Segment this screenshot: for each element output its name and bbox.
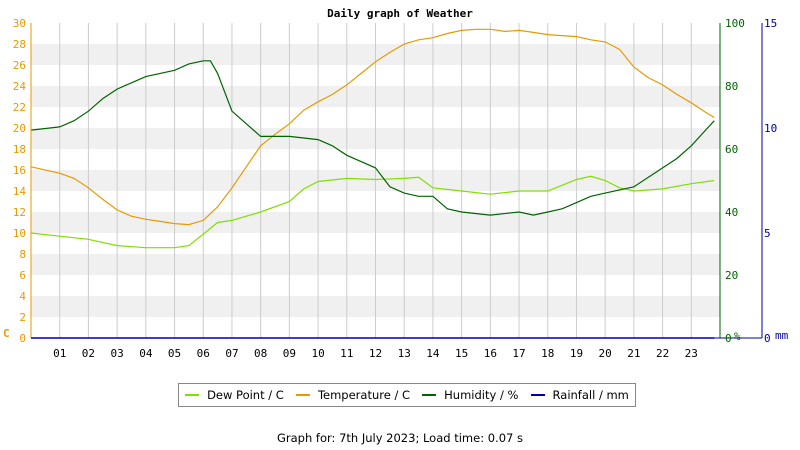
legend-label: Humidity / % <box>444 388 519 402</box>
humidity-tick-label: 20 <box>725 269 738 282</box>
series-line-dew <box>30 175 715 249</box>
rainfall-tick-label: 0 <box>764 332 771 345</box>
x-tick-label: 05 <box>168 347 181 360</box>
temperature-tick-label: 4 <box>19 290 26 303</box>
x-tick-label: 10 <box>311 347 324 360</box>
temperature-tick-label: 6 <box>19 269 26 282</box>
legend-swatch <box>295 394 310 396</box>
x-tick-label: 04 <box>139 347 153 360</box>
rainfall-tick-label: 10 <box>764 122 777 135</box>
x-tick-label: 06 <box>197 347 210 360</box>
x-tick-label: 20 <box>599 347 612 360</box>
vertical-gridlines <box>59 23 692 338</box>
legend-label: Rainfall / mm <box>552 388 629 402</box>
x-tick-label: 09 <box>283 347 296 360</box>
humidity-tick-label: 40 <box>725 206 738 219</box>
x-tick-label: 14 <box>426 347 440 360</box>
x-tick-label: 22 <box>656 347 669 360</box>
temperature-tick-label: 8 <box>19 248 26 261</box>
chart-legend: Dew Point / C Temperature / C Humidity / %… <box>178 383 636 407</box>
temperature-tick-label: 12 <box>13 206 26 219</box>
x-tick-label: 18 <box>541 347 554 360</box>
temperature-tick-label: 24 <box>13 80 27 93</box>
axes <box>30 23 763 339</box>
legend-swatch <box>185 394 200 396</box>
x-tick-label: 02 <box>82 347 95 360</box>
series-line-humidity <box>30 60 715 216</box>
legend-label: Temperature / C <box>317 388 411 402</box>
temperature-tick-label: 16 <box>13 164 26 177</box>
rainfall-unit-label: mm <box>775 329 789 342</box>
legend-item: Temperature / C <box>295 388 411 402</box>
humidity-tick-label: 60 <box>725 143 738 156</box>
temperature-tick-label: 14 <box>13 185 27 198</box>
x-tick-label: 08 <box>254 347 267 360</box>
temperature-tick-label: 10 <box>13 227 26 240</box>
temperature-tick-label: 18 <box>13 143 26 156</box>
series-line-temperature <box>30 28 715 226</box>
temperature-tick-label: 30 <box>13 17 26 30</box>
legend-swatch <box>422 394 437 396</box>
temperature-tick-label: 22 <box>13 101 26 114</box>
x-tick-label: 15 <box>455 347 468 360</box>
rainfall-tick-label: 5 <box>764 227 771 240</box>
temperature-tick-label: 2 <box>19 311 26 324</box>
x-tick-label: 23 <box>685 347 698 360</box>
temperature-tick-label: 26 <box>13 59 26 72</box>
tick-labels: 01 02 03 04 05 06 07 08 09 10 11 12 13 14 15 16 17 18 19 20… <box>13 17 778 360</box>
legend-item: Rainfall / mm <box>530 388 629 402</box>
x-tick-label: 16 <box>484 347 497 360</box>
temperature-tick-label: 28 <box>13 38 26 51</box>
x-tick-label: 19 <box>570 347 583 360</box>
x-tick-label: 12 <box>369 347 382 360</box>
x-tick-label: 17 <box>512 347 525 360</box>
x-tick-label: 07 <box>225 347 238 360</box>
temperature-tick-label: 0 <box>19 332 26 345</box>
temperature-unit-label: C <box>3 327 10 340</box>
legend-swatch <box>530 394 545 396</box>
humidity-tick-label: 100 <box>725 17 745 30</box>
humidity-tick-label: 80 <box>725 80 738 93</box>
x-tick-label: 11 <box>340 347 353 360</box>
x-tick-label: 01 <box>53 347 66 360</box>
footer-status: Graph for: 7th July 2023; Load time: 0.0… <box>277 431 523 445</box>
chart-title: Daily graph of Weather <box>327 7 473 20</box>
x-tick-label: 21 <box>627 347 640 360</box>
humidity-unit-label: % <box>734 330 741 343</box>
x-tick-label: 03 <box>111 347 124 360</box>
humidity-tick-label: 0 <box>725 332 732 345</box>
rainfall-tick-label: 15 <box>764 17 777 30</box>
legend-item: Humidity / % <box>422 388 518 402</box>
x-tick-label: 13 <box>398 347 411 360</box>
legend-label: Dew Point / C <box>207 388 284 402</box>
temperature-tick-label: 20 <box>13 122 26 135</box>
legend-item: Dew Point / C <box>185 388 284 402</box>
